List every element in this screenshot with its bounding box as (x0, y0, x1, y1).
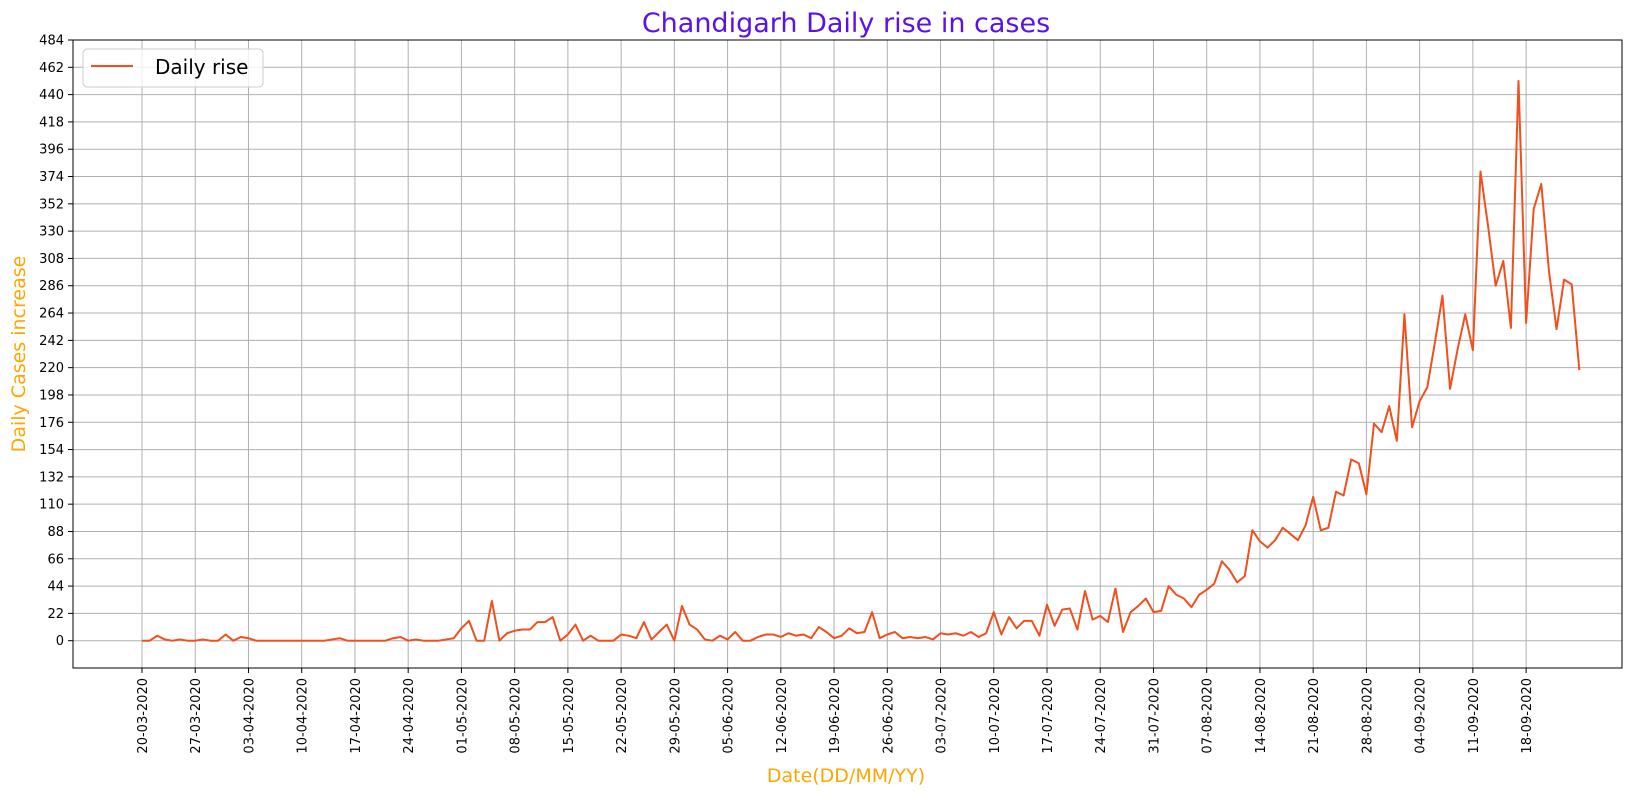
y-tick-label: 418 (39, 115, 64, 130)
y-tick-label: 396 (39, 143, 64, 158)
x-tick-label: 18-09-2020 (1520, 678, 1535, 754)
x-tick-label: 17-07-2020 (1041, 678, 1056, 754)
y-axis-ticks: 0 22 44 66 88 110 132 154 176 198 220 242 264 286 308 3… (39, 34, 73, 649)
chart-title: Chandigarh Daily rise in cases (642, 8, 1050, 39)
legend-box (82, 48, 264, 88)
x-tick-label: 15-05-2020 (562, 678, 577, 754)
x-tick-label: 28-08-2020 (1360, 678, 1375, 754)
x-tick-label: 03-04-2020 (242, 678, 257, 754)
y-tick-label: 198 (39, 388, 64, 403)
x-tick-label: 12-06-2020 (775, 678, 790, 754)
x-tick-label: 22-05-2020 (615, 678, 630, 754)
x-tick-label: 24-07-2020 (1094, 678, 1109, 754)
y-tick-label: 462 (39, 61, 64, 76)
y-tick-label: 374 (39, 170, 64, 185)
x-tick-label: 01-05-2020 (455, 678, 470, 754)
y-axis-label: Daily Cases increase (8, 256, 30, 453)
x-axis-ticks: 20-03-2020 27-03-2020 03-04-2020 10-04-2020… (136, 668, 1535, 754)
y-tick-label: 44 (47, 580, 64, 595)
x-tick-label: 03-07-2020 (935, 678, 950, 754)
x-tick-label: 05-06-2020 (722, 678, 737, 754)
y-tick-label: 110 (39, 498, 64, 513)
y-tick-label: 352 (39, 197, 64, 212)
x-tick-label: 19-06-2020 (828, 678, 843, 754)
x-tick-label: 14-08-2020 (1254, 678, 1269, 754)
y-tick-label: 88 (47, 525, 64, 540)
y-tick-label: 154 (39, 443, 64, 458)
y-tick-label: 176 (39, 416, 64, 431)
x-tick-label: 10-07-2020 (988, 678, 1003, 754)
x-tick-label: 07-08-2020 (1201, 678, 1216, 754)
series-line-daily-rise (142, 79, 1581, 642)
legend-label: Daily rise (155, 55, 248, 79)
y-tick-label: 286 (39, 279, 64, 294)
x-tick-label: 10-04-2020 (296, 678, 311, 754)
y-tick-label: 484 (39, 34, 64, 49)
x-tick-label: 26-06-2020 (881, 678, 896, 754)
y-tick-label: 220 (39, 361, 64, 376)
y-tick-label: 308 (39, 252, 64, 267)
x-tick-label: 27-03-2020 (189, 678, 204, 754)
y-tick-label: 132 (39, 470, 64, 485)
y-tick-label: 330 (39, 225, 64, 240)
y-tick-label: 0 (56, 634, 64, 649)
x-tick-label: 04-09-2020 (1414, 678, 1429, 754)
x-axis-label: Date(DD/MM/YY) (767, 765, 925, 787)
x-tick-label: 17-04-2020 (349, 678, 364, 754)
y-tick-label: 22 (47, 607, 64, 622)
y-tick-label: 242 (39, 334, 64, 349)
x-tick-label: 20-03-2020 (136, 678, 151, 754)
x-tick-label: 21-08-2020 (1307, 678, 1322, 754)
y-tick-label: 66 (47, 552, 64, 567)
legend: Daily rise (82, 48, 264, 88)
series-layer (142, 79, 1581, 642)
x-tick-label: 29-05-2020 (668, 678, 683, 754)
y-tick-label: 440 (39, 88, 64, 103)
x-tick-label: 31-07-2020 (1147, 678, 1162, 754)
x-tick-label: 24-04-2020 (402, 678, 417, 754)
x-tick-label: 08-05-2020 (509, 678, 524, 754)
x-tick-label: 11-09-2020 (1467, 678, 1482, 754)
y-tick-label: 264 (39, 307, 64, 322)
plot-frame (72, 39, 1623, 669)
